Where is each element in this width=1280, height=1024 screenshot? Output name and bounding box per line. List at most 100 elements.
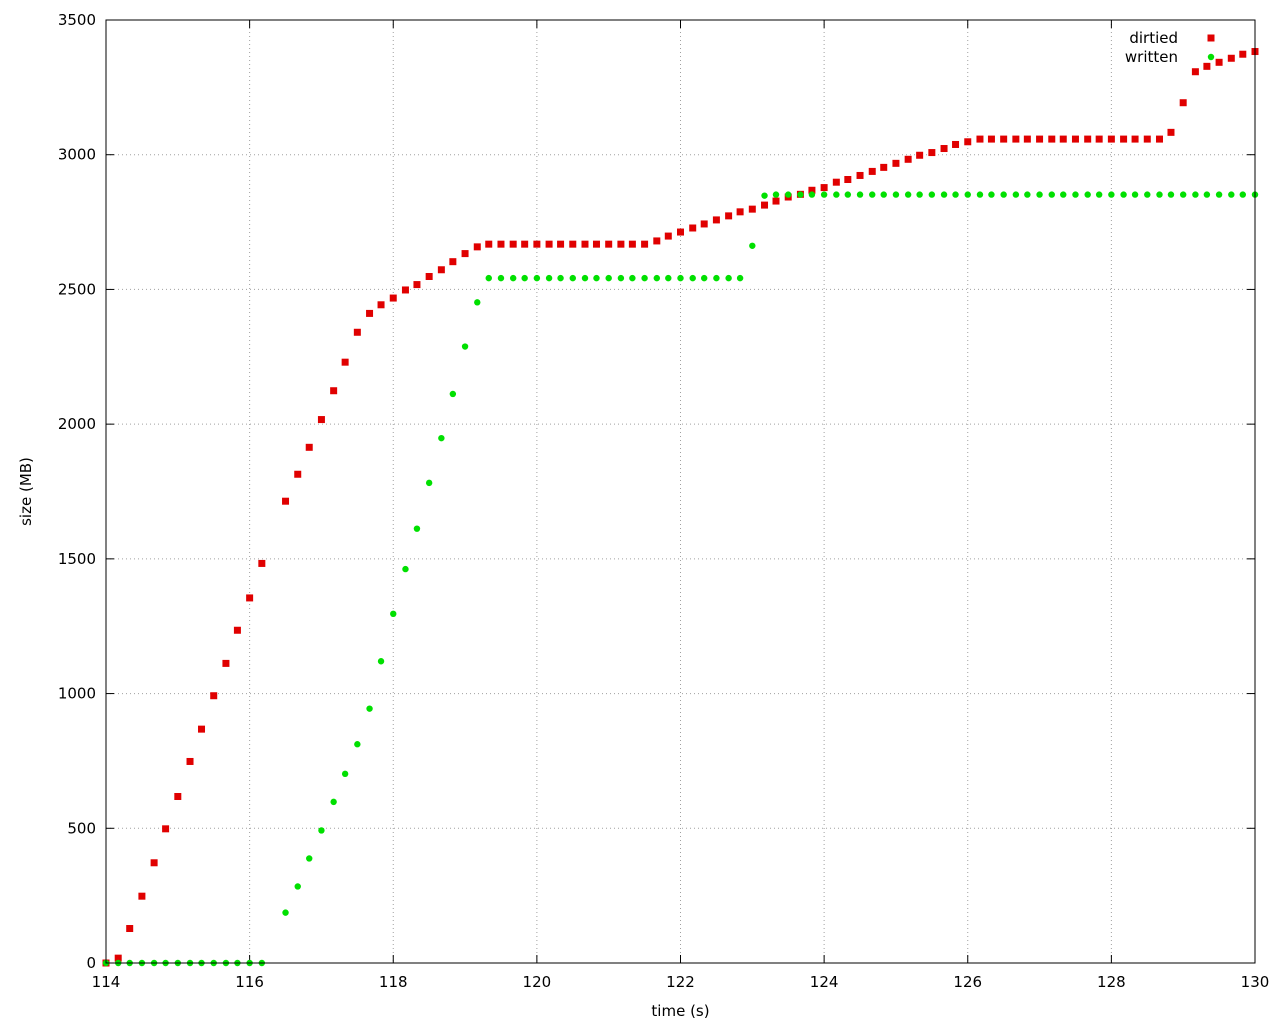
data-point-dirtied xyxy=(736,208,744,216)
data-point-written xyxy=(390,610,397,618)
data-point-written xyxy=(736,274,744,282)
data-point-dirtied xyxy=(497,240,505,248)
x-tick-label: 118 xyxy=(379,973,408,991)
series-written xyxy=(102,191,1259,967)
data-point-written xyxy=(700,274,708,282)
data-point-dirtied xyxy=(377,301,385,309)
data-point-dirtied xyxy=(987,135,995,143)
data-point-dirtied xyxy=(1048,135,1056,143)
y-tick-label: 500 xyxy=(67,819,96,837)
data-point-written xyxy=(318,827,325,834)
data-point-written xyxy=(557,274,564,282)
x-axis-label: time (s) xyxy=(651,1002,709,1020)
data-point-dirtied xyxy=(1179,99,1187,107)
data-point-dirtied xyxy=(437,266,445,274)
data-point-written xyxy=(772,191,780,198)
data-point-dirtied xyxy=(258,559,266,567)
data-series xyxy=(102,48,1259,967)
data-point-written xyxy=(833,191,840,198)
data-point-dirtied xyxy=(401,286,409,294)
y-axis-label: size (MB) xyxy=(17,457,35,526)
data-point-dirtied xyxy=(366,309,374,317)
data-point-dirtied xyxy=(820,184,828,192)
data-point-dirtied xyxy=(317,416,325,424)
data-point-dirtied xyxy=(940,145,948,153)
data-point-dirtied xyxy=(521,240,529,248)
data-point-dirtied xyxy=(677,228,684,236)
data-point-written xyxy=(474,299,481,306)
data-point-written xyxy=(354,741,361,748)
y-tick-label: 0 xyxy=(86,954,96,972)
data-point-dirtied xyxy=(425,272,433,280)
data-point-dirtied xyxy=(353,328,361,336)
y-tick-label: 3500 xyxy=(58,11,96,29)
data-point-dirtied xyxy=(1143,135,1151,143)
data-point-dirtied xyxy=(1107,135,1115,143)
x-tick-label: 114 xyxy=(92,973,121,991)
data-point-dirtied xyxy=(880,163,888,171)
data-point-dirtied xyxy=(725,212,733,220)
data-point-written xyxy=(330,798,337,806)
x-tick-label: 116 xyxy=(235,973,264,991)
data-point-dirtied xyxy=(1000,135,1008,143)
data-point-dirtied xyxy=(1155,135,1163,143)
data-point-dirtied xyxy=(808,186,816,194)
data-point-dirtied xyxy=(772,197,780,205)
grid xyxy=(106,20,1255,963)
data-point-dirtied xyxy=(1215,58,1223,66)
data-point-dirtied xyxy=(569,240,577,248)
data-point-dirtied xyxy=(952,140,960,148)
data-point-dirtied xyxy=(664,232,672,240)
data-point-dirtied xyxy=(832,178,840,186)
data-point-written xyxy=(461,343,469,350)
series-dirtied xyxy=(102,48,1259,967)
data-point-written xyxy=(605,274,612,282)
data-point-dirtied xyxy=(150,859,158,867)
data-point-dirtied xyxy=(198,725,206,733)
data-point-written xyxy=(1108,191,1115,198)
data-point-written xyxy=(952,191,959,198)
data-point-written xyxy=(617,274,625,282)
data-point-dirtied xyxy=(1203,62,1211,70)
data-point-dirtied xyxy=(330,387,338,395)
data-point-dirtied xyxy=(641,240,649,248)
x-tick-label: 122 xyxy=(666,973,695,991)
data-point-written xyxy=(1095,191,1103,198)
data-point-written xyxy=(449,390,457,398)
data-point-written xyxy=(665,274,672,282)
data-point-written xyxy=(892,191,900,198)
data-point-dirtied xyxy=(246,594,254,602)
data-point-dirtied xyxy=(186,757,194,765)
data-point-dirtied xyxy=(1191,68,1199,76)
data-point-written xyxy=(749,242,756,249)
data-point-dirtied xyxy=(712,216,720,224)
data-point-written xyxy=(713,274,720,282)
x-tick-labels: 114 116 118 120 122 124 126 128 130 xyxy=(92,973,1270,991)
data-point-written xyxy=(485,274,492,282)
y-tick-label: 1000 xyxy=(58,685,96,703)
plot-frame xyxy=(105,19,1256,964)
data-point-written xyxy=(844,191,852,198)
data-point-written xyxy=(1012,191,1020,198)
y-tick-labels: 0 500 1000 1500 2000 2500 3000 3500 xyxy=(58,11,96,972)
data-point-written xyxy=(1239,191,1246,198)
data-point-written xyxy=(402,565,409,573)
data-point-written xyxy=(545,274,553,282)
data-point-written xyxy=(689,274,696,282)
data-point-written xyxy=(1179,191,1187,198)
data-point-written xyxy=(916,191,923,198)
data-point-dirtied xyxy=(844,176,852,184)
data-point-dirtied xyxy=(916,151,924,159)
data-point-written xyxy=(797,191,804,198)
legend-label-dirtied: dirtied xyxy=(1129,29,1178,47)
data-point-dirtied xyxy=(1084,135,1092,143)
data-point-written xyxy=(306,855,313,862)
data-point-written xyxy=(1000,191,1007,198)
data-point-written xyxy=(880,191,887,198)
data-point-dirtied xyxy=(1023,135,1031,143)
data-point-dirtied xyxy=(174,792,182,800)
axis-ticks xyxy=(105,19,1256,964)
data-point-dirtied xyxy=(341,358,349,366)
